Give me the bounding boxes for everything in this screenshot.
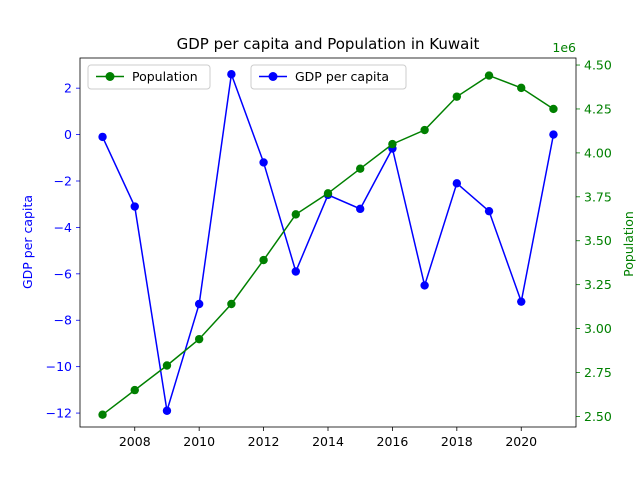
data-point-population bbox=[388, 139, 397, 149]
y-right-tick-label: 4.50 bbox=[584, 58, 612, 73]
y-left-tick-label: 0 bbox=[64, 127, 72, 142]
y-right-tick-label: 4.25 bbox=[584, 101, 612, 116]
y-right-tick-label: 3.50 bbox=[584, 233, 612, 248]
y-right-tick-label: 2.75 bbox=[584, 365, 612, 380]
y-left-tick-label: −12 bbox=[46, 406, 72, 421]
data-point-gdp-per-capita bbox=[549, 130, 558, 139]
data-point-population bbox=[130, 385, 139, 395]
y-right-tick-label: 4.00 bbox=[584, 145, 612, 160]
y-left-tick-label: −6 bbox=[54, 266, 72, 281]
legend-population-marker bbox=[105, 72, 115, 81]
y-left-tick-label: −8 bbox=[54, 313, 72, 328]
x-tick-label: 2014 bbox=[312, 434, 344, 449]
data-point-population bbox=[517, 83, 526, 93]
x-tick-label: 2020 bbox=[505, 434, 537, 449]
data-point-gdp-per-capita bbox=[98, 132, 107, 142]
y-right-tick-label: 3.25 bbox=[584, 277, 612, 292]
data-point-population bbox=[194, 334, 204, 344]
data-point-population bbox=[98, 410, 107, 419]
y-right-tick-label: 2.50 bbox=[584, 409, 612, 424]
data-point-gdp-per-capita bbox=[130, 202, 139, 211]
x-tick-label: 2016 bbox=[377, 434, 409, 449]
data-point-population bbox=[484, 71, 494, 80]
data-point-population bbox=[420, 125, 429, 135]
data-point-population bbox=[323, 189, 333, 198]
legend-gdp-label: GDP per capita bbox=[295, 69, 389, 84]
data-point-gdp-per-capita bbox=[259, 158, 268, 167]
y-left-tick-label: −4 bbox=[54, 220, 72, 235]
legend-frame bbox=[87, 64, 211, 90]
axes-frame bbox=[79, 57, 577, 428]
data-point-population bbox=[356, 164, 365, 173]
x-tick-label: 2018 bbox=[441, 434, 473, 449]
data-point-gdp-per-capita bbox=[356, 204, 365, 214]
data-point-population bbox=[259, 255, 268, 265]
data-point-gdp-per-capita bbox=[291, 267, 300, 276]
x-tick-label: 2010 bbox=[183, 434, 215, 449]
series-line-gdp-per-capita bbox=[101, 73, 555, 411]
y-left-tick-label: −10 bbox=[46, 359, 72, 374]
data-point-gdp-per-capita bbox=[517, 297, 526, 306]
data-point-population bbox=[227, 299, 236, 309]
y-axis-right-offset-text: 1e6 bbox=[552, 40, 576, 55]
y-right-tick-label: 3.00 bbox=[584, 321, 612, 336]
legend-population-label: Population bbox=[132, 69, 198, 84]
legend-frame bbox=[250, 64, 407, 90]
y-axis-right-label: Population bbox=[621, 211, 636, 277]
chart-title: GDP per capita and Population in Kuwait bbox=[177, 35, 480, 53]
data-point-gdp-per-capita bbox=[420, 281, 429, 290]
data-point-gdp-per-capita bbox=[162, 406, 172, 415]
data-point-gdp-per-capita bbox=[194, 299, 204, 309]
data-point-gdp-per-capita bbox=[484, 206, 494, 216]
y-left-tick-label: 2 bbox=[64, 81, 72, 96]
legend-gdp-per-capita: GDP per capita bbox=[250, 64, 407, 90]
x-tick-label: 2012 bbox=[248, 434, 280, 449]
legend-population: Population bbox=[87, 64, 211, 90]
data-point-gdp-per-capita bbox=[227, 70, 236, 79]
y-left-tick-label: −2 bbox=[54, 174, 72, 189]
data-point-population bbox=[549, 104, 558, 114]
y-axis-left-label: GDP per capita bbox=[20, 195, 35, 289]
data-point-population bbox=[162, 361, 172, 370]
data-point-population bbox=[452, 92, 462, 101]
y-right-tick-label: 3.75 bbox=[584, 189, 612, 204]
data-point-population bbox=[291, 210, 300, 219]
data-point-gdp-per-capita bbox=[452, 179, 462, 188]
x-tick-label: 2008 bbox=[119, 434, 151, 449]
legend-gdp-marker bbox=[268, 72, 278, 81]
plot-area: 2008 2010 2012 2014 2016 2018 2020 −12 −10 −8 −6 −4… bbox=[46, 58, 612, 449]
